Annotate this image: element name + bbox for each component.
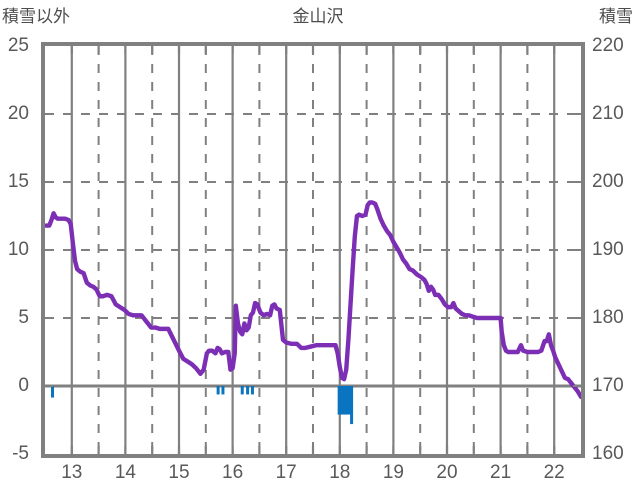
y-axis-right-tick-label: 170 <box>592 375 624 396</box>
x-axis-tick-label: 20 <box>436 462 458 483</box>
y-axis-right-tick-label: 210 <box>592 103 624 124</box>
gridlines <box>45 46 581 454</box>
x-axis-tick-label: 19 <box>382 462 404 483</box>
x-axis-tick-label: 21 <box>490 462 512 483</box>
non-snow-line-series <box>45 200 581 400</box>
x-axis-tick-label: 14 <box>114 462 136 483</box>
x-axis-tick-label: 18 <box>329 462 351 483</box>
y-axis-right-tick-label: 180 <box>592 307 624 328</box>
axis-tick-marks <box>45 46 581 454</box>
y-axis-left-tick-label: 10 <box>7 239 29 260</box>
x-axis-tick-label: 13 <box>61 462 83 483</box>
y-axis-left-tick-label: 5 <box>18 307 29 328</box>
chart-title: 金山沢 <box>292 7 344 26</box>
y-axis-right-tick-label: 160 <box>592 443 624 464</box>
right-axis-title: 積雪 <box>599 7 633 26</box>
y-axis-right-tick-label: 220 <box>592 35 624 56</box>
y-axis-left-tick-label: -5 <box>12 443 29 464</box>
y-axis-left-tick-label: 15 <box>7 171 29 192</box>
y-axis-left-tick-label: 20 <box>7 103 29 124</box>
x-axis-tick-label: 15 <box>168 462 190 483</box>
y-axis-left-tick-label: 0 <box>18 375 29 396</box>
x-axis-tick-label: 17 <box>275 462 297 483</box>
y-axis-right-tick-label: 190 <box>592 239 624 260</box>
plot-area <box>41 42 585 458</box>
y-axis-right-tick-label: 200 <box>592 171 624 192</box>
left-axis-title: 積雪以外 <box>2 7 70 26</box>
y-axis-left-tick-label: 25 <box>7 35 29 56</box>
x-axis-tick-label: 22 <box>543 462 565 483</box>
snow-bars-series <box>51 386 354 425</box>
x-axis-tick-label: 16 <box>222 462 244 483</box>
